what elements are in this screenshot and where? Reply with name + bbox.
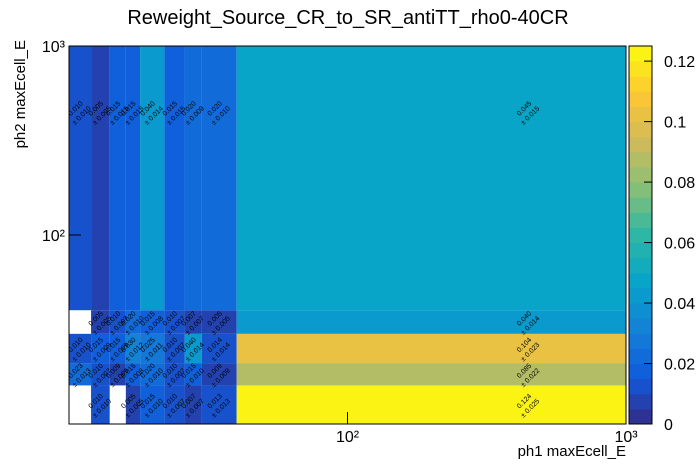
colorbar-band	[629, 61, 652, 77]
colorbar-band	[629, 408, 652, 425]
heatmap-cell	[69, 333, 92, 364]
heatmap-cell	[236, 310, 626, 334]
heatmap-cell	[69, 363, 92, 386]
y-axis-label: ph2 maxEcell_E	[12, 40, 29, 148]
colorbar-band	[629, 348, 652, 365]
colorbar-band	[629, 182, 652, 198]
heatmap-cell	[140, 333, 165, 364]
y-tick-label: 10²	[42, 228, 66, 245]
cells	[69, 46, 626, 424]
heatmap-cell	[236, 385, 626, 424]
colorbar-band	[629, 287, 652, 304]
heatmap-cell	[201, 333, 237, 364]
colorbar-band	[629, 91, 652, 107]
heatmap-cell	[109, 46, 126, 311]
heatmap-cell	[184, 363, 202, 386]
heatmap-cell	[125, 385, 141, 424]
heatmap-cell	[91, 46, 110, 311]
colorbar-band	[629, 76, 652, 92]
heatmap-cell	[236, 333, 626, 364]
heatmap-cell	[140, 310, 165, 334]
colorbar-band	[629, 303, 652, 319]
chart-title: Reweight_Source_CR_to_SR_antiTT_rho0-40C…	[127, 7, 568, 29]
colorbar-band	[629, 363, 652, 380]
colorbar-band	[629, 121, 652, 138]
colorbar-band	[629, 257, 652, 274]
colorbar-band	[629, 378, 652, 395]
colorbar-tick-label: 0.12	[664, 54, 695, 71]
x-tick-label: 10²	[336, 429, 360, 446]
colorbar-tick-label: 0.08	[664, 175, 695, 192]
colorbar-band	[629, 333, 652, 349]
heatmap-cell	[164, 310, 185, 334]
heatmap-cell	[201, 385, 237, 424]
heatmap-cell	[69, 46, 92, 311]
colorbar-band	[629, 197, 652, 213]
heatmap-cell	[91, 385, 110, 424]
colorbar-band	[629, 272, 652, 289]
heatmap-cell	[236, 46, 626, 311]
colorbar-band	[629, 106, 652, 123]
colorbar-frame	[628, 45, 653, 425]
colorbar-tick-label: 0.02	[664, 357, 695, 374]
heatmap-cell	[125, 310, 141, 334]
heatmap-cell	[140, 363, 165, 386]
colorbar-band	[629, 393, 652, 410]
colorbar-tick-label: 0	[664, 417, 673, 434]
colorbar-band	[629, 242, 652, 259]
heatmap-cell	[91, 363, 110, 386]
y-tick-label: 10³	[42, 39, 66, 56]
heatmap-cell	[184, 385, 202, 424]
heatmap-cell	[164, 333, 185, 364]
heatmap-cell	[201, 363, 237, 386]
heatmap-cell	[164, 46, 185, 311]
heatmap-cell	[184, 46, 202, 311]
colorbar-band	[629, 136, 652, 153]
heatmap-cell	[164, 385, 185, 424]
colorbar-band	[629, 151, 652, 168]
heatmap-cell	[125, 363, 141, 386]
x-tick-label: 10³	[614, 429, 638, 446]
heatmap-cell	[184, 310, 202, 334]
heatmap-cell	[184, 333, 202, 364]
heatmap-cell	[201, 310, 237, 334]
colorbar-band	[629, 227, 652, 244]
heatmap-cell	[201, 46, 237, 311]
colorbar-band	[629, 166, 652, 183]
colorbar-tick-label: 0.04	[664, 296, 695, 313]
colorbar-band	[629, 212, 652, 228]
heatmap-cell	[109, 310, 126, 334]
x-axis-label: ph1 maxEcell_E	[518, 443, 626, 460]
colorbar-band	[629, 46, 652, 62]
heatmap-cell	[91, 310, 110, 334]
heatmap-cell	[109, 363, 126, 386]
colorbar-tick-label: 0.06	[664, 236, 695, 253]
heatmap-cell	[140, 385, 165, 424]
heatmap-cell	[164, 363, 185, 386]
heatmap-cell	[109, 333, 126, 364]
colorbar-tick-label: 0.1	[664, 115, 686, 132]
colorbar-band	[629, 318, 652, 334]
heatmap-cell	[140, 46, 165, 311]
heatmap-cell	[236, 363, 626, 386]
heatmap-cell	[125, 333, 141, 364]
heatmap-cell	[91, 333, 110, 364]
heatmap-cell	[125, 46, 141, 311]
